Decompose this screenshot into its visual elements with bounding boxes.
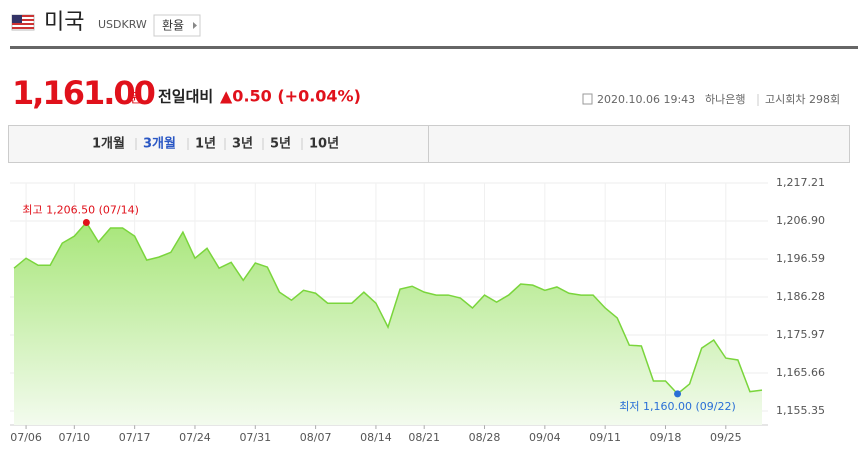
x-tick-label: 09/11 [589,431,621,444]
y-tick-label: 1,155.35 [776,404,825,417]
change: ▲0.50 (+0.04%) [220,87,361,106]
tab[interactable]: 1개월 [92,136,125,152]
max-annotation: 최고 1,206.50 (07/14) [22,203,139,216]
y-tick-label: 1,175.97 [776,328,825,341]
rate-button[interactable] [153,14,201,37]
x-tick-label: 09/04 [529,431,561,444]
x-tick-label: 08/21 [408,431,440,444]
y-tick-label: 1,196.59 [776,252,825,265]
x-tick-label: 09/25 [710,431,742,444]
price-unit: 원 [130,92,142,107]
flag [11,14,35,31]
price: 1,161.00 [12,74,155,112]
y-tick-label: 1,217.21 [776,176,825,189]
min-annotation: 최저 1,160.00 (09/22) [619,400,736,413]
bank: 하나은행 [705,92,745,106]
rate-button-label[interactable]: 환율 [162,19,184,33]
tab[interactable]: 3개월 [143,136,176,152]
datetime: 2020.10.06 19:43 [597,93,695,106]
line [13,221,763,395]
area [14,222,762,425]
min-marker [674,390,682,398]
x-tick-label: 07/24 [179,431,211,444]
chart: 1,155.35 1,165.66 1,175.97 1,186.28 1,196.59… [10,176,825,444]
x-tick-label: 07/10 [58,431,90,444]
y-tick-label: 1,165.66 [776,366,825,379]
x-tick-label: 08/28 [469,431,501,444]
x-tick-label: 07/31 [239,431,271,444]
tabs: 1개월 3개월 1년 3년 5년 10년 [92,136,339,152]
y-tick-label: 1,186.28 [776,290,825,303]
divider [10,46,858,49]
code: USDKRW [98,18,147,31]
x-tick-label: 07/06 [10,431,42,444]
tab[interactable]: 1년 [195,137,216,152]
y-tick-label: 1,206.90 [776,214,825,227]
arrow-icon [193,22,197,29]
tab[interactable]: 10년 [309,137,339,152]
max-marker [82,218,90,226]
tab[interactable]: 5년 [270,137,291,152]
x-tick-label: 08/07 [300,431,332,444]
title: 미국 [44,10,84,35]
x-tick-label: 08/14 [360,431,392,444]
x-tick-label: 09/18 [650,431,682,444]
tab[interactable]: 3년 [232,137,253,152]
round: 고시회차 298회 [765,93,840,106]
change-label: 전일대비 [158,88,213,106]
x-tick-label: 07/17 [119,431,151,444]
doc-icon [582,93,593,105]
